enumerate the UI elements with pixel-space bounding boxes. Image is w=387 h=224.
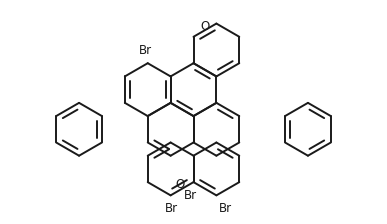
Text: O: O: [175, 178, 184, 191]
Text: Br: Br: [219, 202, 232, 215]
Text: Br: Br: [165, 202, 178, 215]
Text: Br: Br: [184, 189, 197, 202]
Text: Br: Br: [139, 44, 152, 57]
Text: O: O: [200, 20, 210, 33]
